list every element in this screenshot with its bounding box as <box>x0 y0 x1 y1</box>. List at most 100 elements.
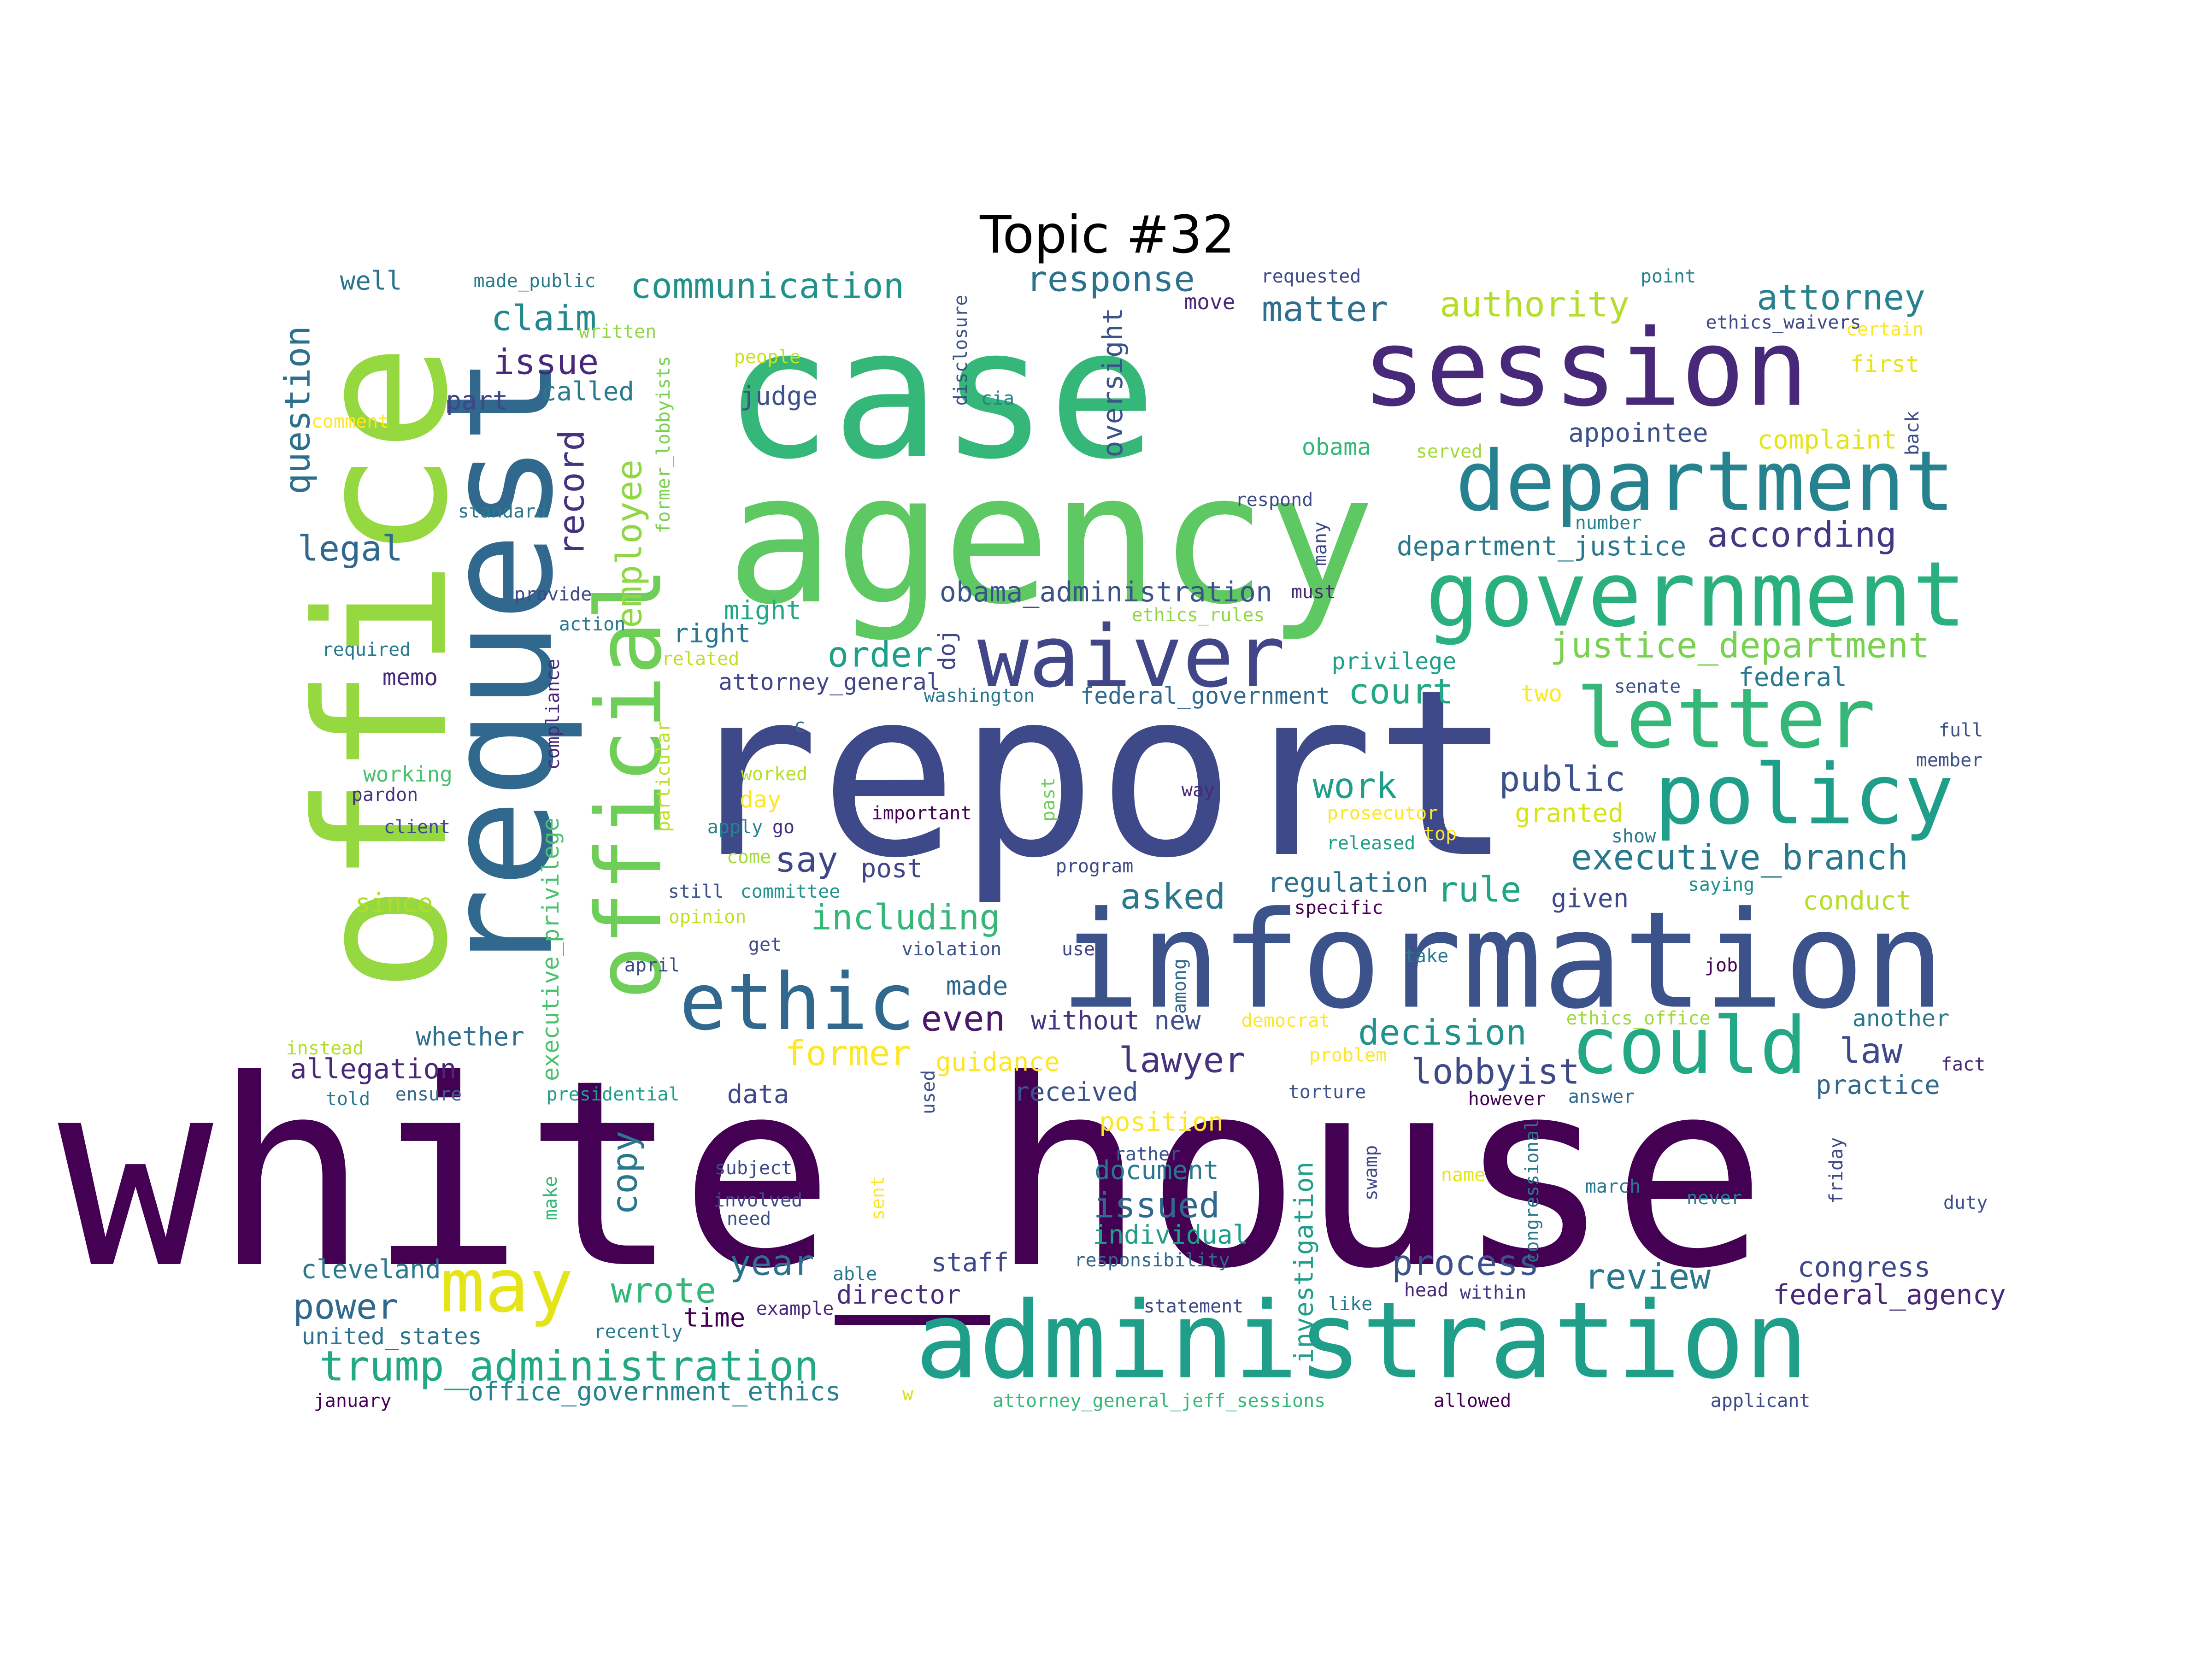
word-action: action <box>559 614 626 635</box>
word-including: including <box>811 897 1000 938</box>
word-executive-branch: executive_branch <box>1571 837 1908 878</box>
word-agency: agency <box>726 435 1376 644</box>
word-point: point <box>1641 266 1696 287</box>
word-issue: issue <box>494 341 599 382</box>
word-provide: provide <box>514 584 592 605</box>
word-senate: senate <box>1614 676 1681 697</box>
word-received: received <box>1014 1077 1138 1107</box>
word-related: related <box>662 648 740 670</box>
word-two: two <box>1521 680 1562 707</box>
word-official: official <box>577 567 682 1000</box>
word-order: order <box>828 634 933 675</box>
word-wrote: wrote <box>611 1270 717 1311</box>
word-lawyer: lawyer <box>1119 1040 1246 1081</box>
word-federal: federal <box>1738 663 1847 693</box>
word-used: used <box>918 1070 939 1114</box>
word-allowed: allowed <box>1434 1390 1512 1412</box>
word-power: power <box>293 1286 399 1327</box>
word-cia: cia <box>981 388 1014 409</box>
word-might: might <box>724 596 802 626</box>
word-example: example <box>756 1298 834 1319</box>
word-waiver: waiver <box>977 607 1285 706</box>
word-problem: problem <box>1309 1045 1387 1066</box>
word-attorney-general: attorney_general <box>718 669 941 695</box>
word-federal-agency: federal_agency <box>1773 1279 2006 1311</box>
word-people: people <box>734 347 801 368</box>
word-asked: asked <box>1120 876 1226 917</box>
word-ethic: ethic <box>679 957 915 1048</box>
word-director: director <box>836 1280 961 1310</box>
word-need: need <box>727 1208 771 1230</box>
word-working: working <box>363 762 453 787</box>
word-issued: issued <box>1094 1185 1220 1226</box>
word-justice-department: justice_department <box>1550 625 1930 666</box>
word-get: get <box>748 934 782 955</box>
word-communication: communication <box>630 265 905 306</box>
word-responsibility: responsibility <box>1074 1250 1230 1271</box>
word-ethics-office: ethics_office <box>1566 1008 1710 1029</box>
word-judge: judge <box>740 382 818 412</box>
word-served: served <box>1416 441 1483 462</box>
word-position: position <box>1099 1107 1224 1137</box>
word-respond: respond <box>1235 489 1313 511</box>
word-sent: sent <box>867 1176 888 1220</box>
word-request: request <box>414 355 586 977</box>
word-former: former <box>785 1033 912 1074</box>
word-like: like <box>1328 1294 1372 1315</box>
word-full: full <box>1939 720 1983 741</box>
word-new: new <box>1154 1006 1200 1036</box>
word-democrat: democrat <box>1241 1010 1330 1031</box>
word-work: work <box>1312 765 1397 806</box>
word-head: head <box>1404 1280 1448 1301</box>
word-apply: apply <box>707 817 763 838</box>
word-session: session <box>1362 307 1808 430</box>
word-letter: letter <box>1576 671 1876 767</box>
word-time: time <box>683 1303 746 1333</box>
word-many: many <box>1310 522 1331 566</box>
word-made: made <box>946 971 1008 1001</box>
word-standard: standard <box>458 501 547 522</box>
word-rule: rule <box>1437 869 1521 910</box>
word-washington: washington <box>924 685 1035 706</box>
word-able: able <box>833 1264 877 1285</box>
word-recently: recently <box>594 1321 683 1342</box>
word-january: january <box>314 1390 392 1412</box>
word-part: part <box>446 386 508 416</box>
word-applicant: applicant <box>1711 1390 1811 1412</box>
word-made-public: made_public <box>474 271 596 292</box>
cloud-title: Topic #32 <box>979 205 1235 265</box>
word-way: way <box>1182 780 1215 801</box>
word-specific: specific <box>1294 897 1383 918</box>
word-back: back <box>1902 411 1923 455</box>
word-fact: fact <box>1941 1054 1985 1075</box>
word-certain: certain <box>1846 319 1924 340</box>
word-show: show <box>1612 826 1656 847</box>
word-march: march <box>1585 1176 1641 1197</box>
word-congressional: congressional <box>1522 1119 1543 1263</box>
word-comment: comment <box>312 411 389 432</box>
word-authority: authority <box>1440 284 1630 325</box>
word-still: still <box>668 881 724 902</box>
word-data: data <box>727 1080 789 1110</box>
word-complaint: complaint <box>1757 425 1897 455</box>
word-according: according <box>1707 514 1897 555</box>
word-statement: statement <box>1144 1296 1244 1317</box>
word-obama-administration: obama_administration <box>940 576 1272 608</box>
word-government: government <box>1425 542 1966 647</box>
word-must: must <box>1291 582 1335 603</box>
word-important: important <box>872 803 972 824</box>
word-post: post <box>861 854 923 884</box>
word-whether: whether <box>416 1022 524 1052</box>
word-without: without <box>1031 1006 1140 1036</box>
word-requested: requested <box>1261 266 1361 287</box>
word-disclosure: disclosure <box>950 295 971 406</box>
word-come: come <box>727 847 771 868</box>
word-document: document <box>1094 1156 1219 1186</box>
word-job: job <box>1705 955 1738 976</box>
word-question: question <box>277 326 318 494</box>
word-claim: claim <box>491 298 597 339</box>
word-told: told <box>326 1088 370 1110</box>
word-released: released <box>1327 833 1416 854</box>
